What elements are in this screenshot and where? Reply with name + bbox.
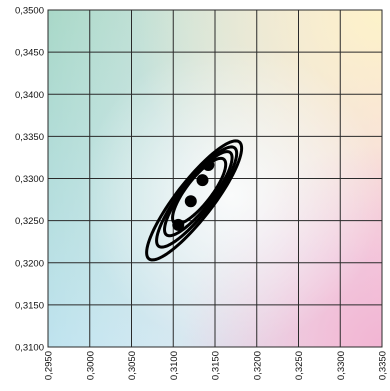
y-tick-label: 0,3150	[15, 300, 44, 311]
x-tick-label: 0,3000	[85, 351, 96, 380]
x-axis-ticks: 0,2950 0,3000 0,3050 0,3100 0,3150 0,3200 0,32…	[44, 351, 389, 380]
y-tick-label: 0,3450	[15, 48, 44, 59]
data-point	[184, 195, 197, 208]
y-tick-label: 0,3100	[15, 343, 44, 354]
plot-frame	[47, 9, 383, 348]
y-tick-label: 0,3200	[15, 258, 44, 269]
x-tick-label: 0,3200	[252, 351, 263, 380]
y-tick-label: 0,3400	[15, 90, 44, 101]
data-point	[202, 159, 215, 172]
x-tick-label: 0,3100	[169, 351, 180, 380]
y-tick-label: 0,3300	[15, 174, 44, 185]
y-tick-label: 0,3250	[15, 216, 44, 227]
x-tick-label: 0,2950	[44, 351, 55, 380]
x-tick-label: 0,3350	[378, 351, 389, 380]
data-points	[172, 159, 215, 231]
x-tick-label: 0,3150	[211, 351, 222, 380]
y-axis-ticks: 0,3100 0,3150 0,3200 0,3250 0,3300 0,3350 0,34…	[15, 6, 44, 354]
y-tick-label: 0,3500	[15, 6, 44, 17]
data-point	[196, 174, 209, 187]
y-tick-label: 0,3350	[15, 132, 44, 143]
x-tick-label: 0,3250	[294, 351, 305, 380]
x-tick-label: 0,3300	[336, 351, 347, 380]
data-point	[172, 218, 185, 231]
x-tick-label: 0,3050	[127, 351, 138, 380]
